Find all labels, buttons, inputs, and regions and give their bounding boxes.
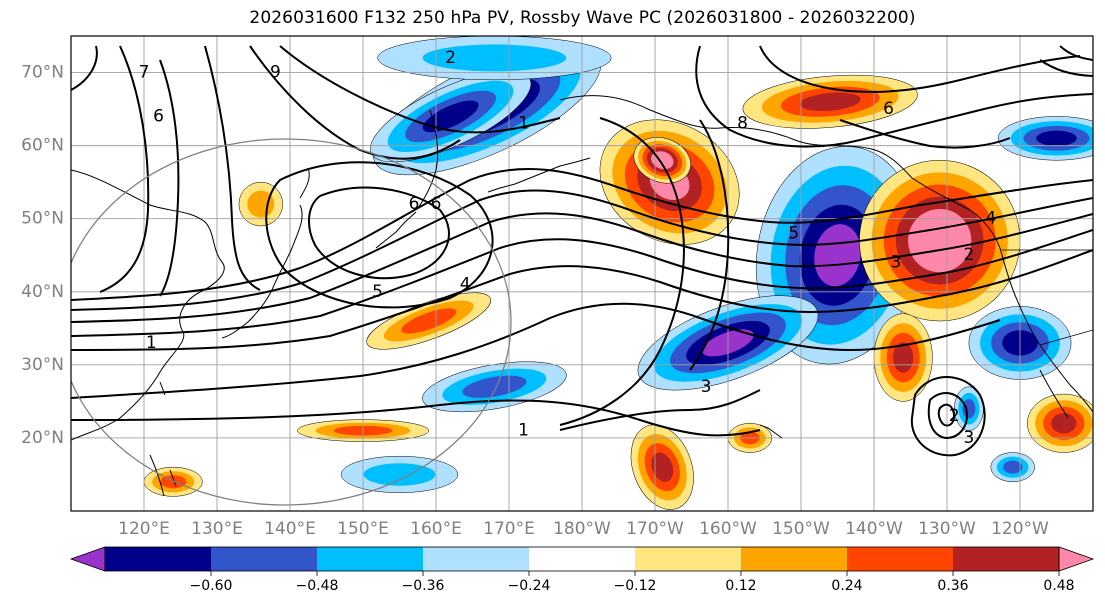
colorbar-extend-high bbox=[1058, 546, 1095, 572]
colorbar-tick-label: −0.48 bbox=[296, 578, 339, 594]
colorbar-segment bbox=[635, 547, 742, 571]
contour-label: 6 bbox=[153, 106, 164, 126]
contour-label: 5 bbox=[372, 282, 383, 302]
colorbar-segment bbox=[211, 547, 318, 571]
contour-label: 1 bbox=[518, 114, 529, 134]
lon-tick-label: 140°E bbox=[264, 519, 316, 539]
anomaly-region bbox=[799, 92, 861, 112]
lon-tick-label: 170°E bbox=[483, 519, 535, 539]
contour-label: 2 bbox=[963, 245, 974, 265]
contour-label: 9 bbox=[270, 63, 281, 83]
anomaly-region bbox=[814, 224, 861, 287]
contour-label: 4 bbox=[460, 274, 471, 294]
lon-tick-label: 140°W bbox=[845, 519, 903, 539]
contour-label: 6 bbox=[883, 99, 894, 119]
colorbar-segment bbox=[317, 547, 424, 571]
colorbar-segment bbox=[741, 547, 848, 571]
latitude-labels: 20°N 30°N 40°N 50°N 60°N 70°N bbox=[21, 63, 64, 448]
anomaly-region bbox=[1002, 460, 1023, 474]
anomaly-region bbox=[1051, 413, 1077, 434]
anomaly-region bbox=[363, 463, 436, 486]
contour-label: 1 bbox=[146, 333, 157, 353]
anomaly-region bbox=[1036, 130, 1077, 146]
contour-label: 3 bbox=[890, 253, 901, 273]
anomaly-region bbox=[651, 452, 674, 482]
colorbar: −0.60 −0.48 −0.36 −0.24 −0.12 0.12 0.24 0.36 0.4… bbox=[69, 546, 1095, 594]
lon-tick-label: 150°W bbox=[772, 519, 830, 539]
lon-tick-label: 160°W bbox=[699, 519, 757, 539]
contour-label: 2 bbox=[445, 48, 456, 68]
colorbar-tick-label: −0.60 bbox=[190, 578, 233, 594]
anomaly-region bbox=[655, 154, 670, 166]
range-circle bbox=[71, 138, 512, 506]
colorbar-frame bbox=[104, 546, 1060, 572]
colorbar-tick-label: −0.12 bbox=[614, 578, 657, 594]
anomaly-region bbox=[422, 100, 479, 133]
lon-tick-label: 130°E bbox=[191, 519, 243, 539]
contour-label: 4 bbox=[985, 209, 996, 229]
colorbar-tick-label: −0.36 bbox=[402, 578, 445, 594]
lat-tick-label: 40°N bbox=[21, 282, 64, 302]
plot-title: 2026031600 F132 250 hPa PV, Rossby Wave … bbox=[249, 8, 916, 28]
colorbar-tick-label: 0.48 bbox=[1043, 578, 1074, 594]
colorbar-segment bbox=[847, 547, 954, 571]
colorbar-segment bbox=[423, 547, 530, 571]
map-frame bbox=[70, 35, 1094, 512]
rossby-wave-contours bbox=[71, 45, 1093, 457]
lat-tick-label: 60°N bbox=[21, 136, 64, 156]
lon-tick-label: 150°E bbox=[337, 519, 389, 539]
lat-tick-label: 20°N bbox=[21, 428, 64, 448]
contour-label: 1 bbox=[518, 421, 529, 441]
longitude-labels: 120°E 130°E 140°E 150°E 160°E 170°E 180°W 170°W… bbox=[118, 519, 1049, 539]
anomaly-region bbox=[462, 375, 527, 398]
contour-label: 8 bbox=[737, 114, 748, 134]
lon-tick-label: 120°E bbox=[118, 519, 170, 539]
contour-label: 3 bbox=[963, 428, 974, 448]
colorbar-segment bbox=[953, 547, 1060, 571]
anomaly-region bbox=[422, 44, 567, 72]
anomaly-region bbox=[401, 308, 457, 334]
contour-label: 2 bbox=[949, 406, 960, 426]
lat-tick-label: 30°N bbox=[21, 355, 64, 375]
colorbar-tick-label: 0.36 bbox=[937, 578, 968, 594]
colorbar-segment bbox=[529, 547, 636, 571]
colorbar-tick-label: −0.24 bbox=[508, 578, 551, 594]
contour-label: 6 bbox=[409, 194, 420, 214]
colorbar-segment bbox=[105, 547, 212, 571]
lon-tick-label: 180°W bbox=[553, 519, 611, 539]
lon-tick-label: 130°W bbox=[918, 519, 976, 539]
colorbar-tick-label: 0.24 bbox=[831, 578, 862, 594]
contour-label: 5 bbox=[788, 223, 799, 243]
contour-label: 6 bbox=[431, 194, 442, 214]
lat-tick-label: 70°N bbox=[21, 63, 64, 83]
anomaly-region bbox=[962, 398, 976, 419]
contour-label: 7 bbox=[139, 63, 150, 83]
lon-tick-label: 120°W bbox=[991, 519, 1049, 539]
map-gridlines bbox=[71, 36, 1093, 511]
lat-tick-label: 50°N bbox=[21, 209, 64, 229]
contour-label: 3 bbox=[701, 377, 712, 397]
colorbar-extend-low bbox=[69, 546, 106, 572]
lon-tick-label: 160°E bbox=[410, 519, 462, 539]
lon-tick-label: 170°W bbox=[626, 519, 684, 539]
colorbar-tick-label: 0.12 bbox=[725, 578, 756, 594]
